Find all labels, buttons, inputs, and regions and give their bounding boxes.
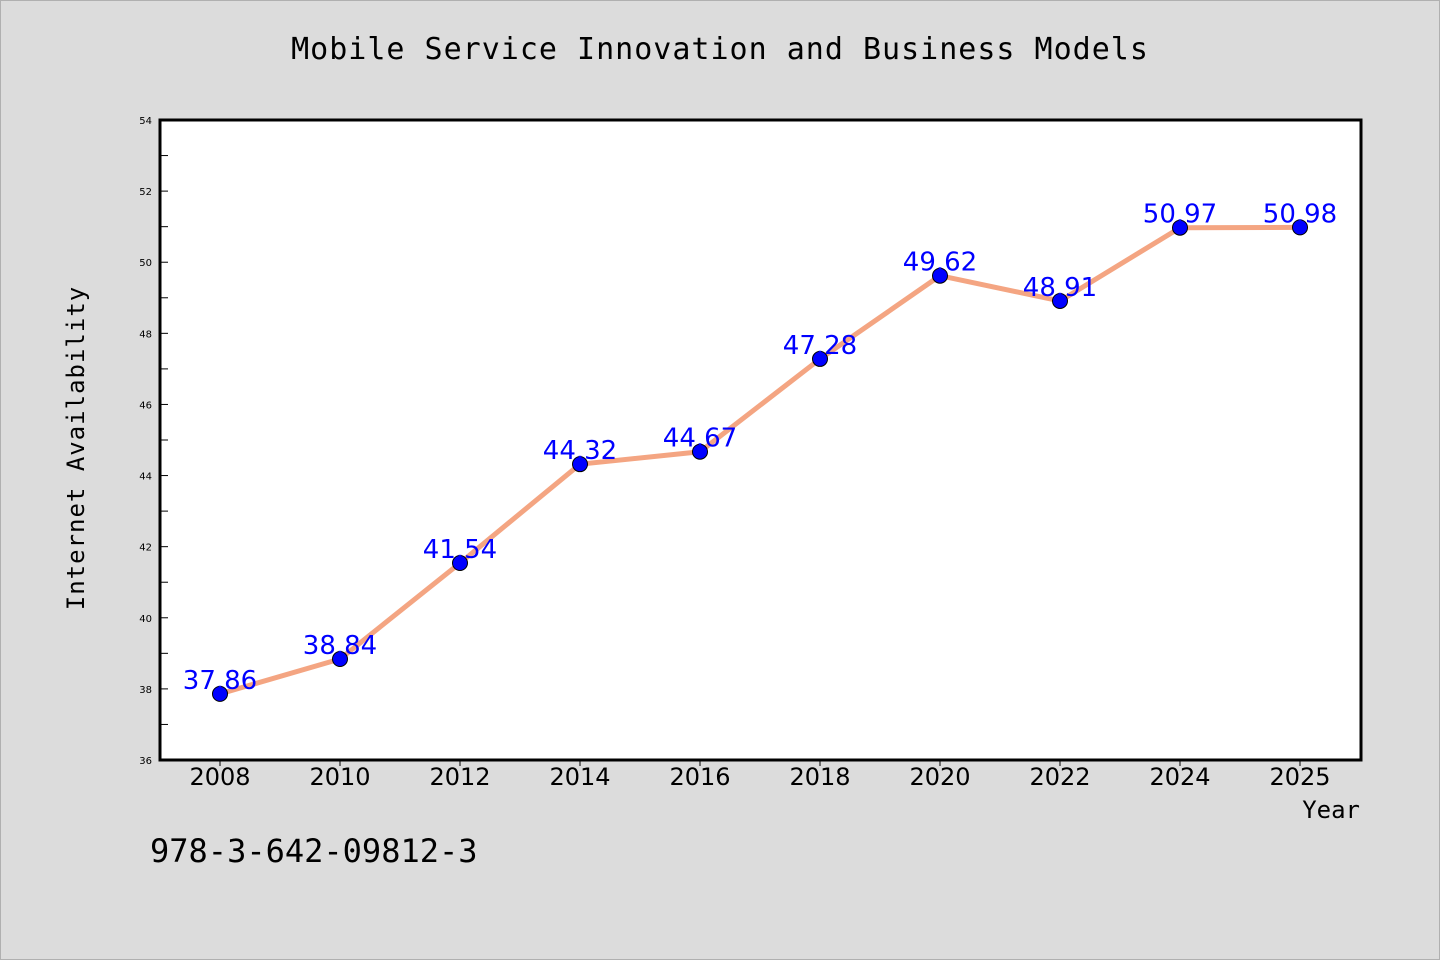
data-point xyxy=(1052,292,1068,309)
y-tick-label: 54 xyxy=(139,116,152,127)
plot-area xyxy=(158,118,1363,762)
isbn-text: 978-3-642-09812-3 xyxy=(150,832,478,870)
y-tick-label: 44 xyxy=(139,472,152,483)
x-axis-label: Year xyxy=(1302,796,1360,824)
x-tick-label: 2016 xyxy=(669,763,730,791)
data-label: 50.97 xyxy=(1143,200,1217,230)
x-tick-label: 2024 xyxy=(1149,763,1210,791)
y-axis-ticks: 36 38 40 42 44 46 48 50 52 54 xyxy=(139,116,168,767)
x-tick-label: 2012 xyxy=(429,763,490,791)
x-tick-label: 2022 xyxy=(1029,763,1090,791)
data-point xyxy=(692,443,708,460)
y-tick-label: 36 xyxy=(139,756,152,767)
y-tick-label: 50 xyxy=(139,258,152,269)
series-line xyxy=(217,224,1303,697)
y-tick-label: 52 xyxy=(139,187,152,198)
data-point xyxy=(1172,219,1188,236)
data-point xyxy=(332,651,348,668)
data-label: 50.98 xyxy=(1263,199,1337,229)
data-point xyxy=(452,555,468,572)
data-label: 49.62 xyxy=(903,248,977,278)
x-tick-label: 2018 xyxy=(789,763,850,791)
data-point xyxy=(812,350,828,367)
y-tick-label: 48 xyxy=(139,329,152,340)
x-tick-label: 2008 xyxy=(189,763,250,791)
y-tick-label: 40 xyxy=(139,614,152,625)
data-label: 38.84 xyxy=(303,631,377,661)
data-label: 41.54 xyxy=(423,535,497,565)
x-tick-label: 2025 xyxy=(1269,763,1330,791)
x-axis-ticks: 2008 2010 2012 2014 2016 2018 2020 2022 2024 2025 xyxy=(189,760,1331,791)
y-tick-label: 46 xyxy=(139,400,152,411)
data-markers xyxy=(212,219,1308,702)
x-tick-label: 2020 xyxy=(909,763,970,791)
y-tick-label: 42 xyxy=(139,543,152,554)
chart-title: Mobile Service Innovation and Business M… xyxy=(291,32,1149,67)
data-label: 47.28 xyxy=(783,331,857,361)
x-tick-label: 2014 xyxy=(549,763,610,791)
y-tick-label: 38 xyxy=(139,685,152,696)
data-label: 48.91 xyxy=(1023,273,1097,303)
data-point xyxy=(932,267,948,284)
data-labels: 37.86 38.84 41.54 44.32 44.67 47.28 49.62 48.91… xyxy=(183,199,1337,695)
data-label: 44.32 xyxy=(543,436,617,466)
data-label: 37.86 xyxy=(183,666,257,696)
data-point xyxy=(572,456,588,473)
data-point xyxy=(212,685,228,702)
data-label: 44.67 xyxy=(663,424,737,454)
x-tick-label: 2010 xyxy=(309,763,370,791)
data-point xyxy=(1292,219,1308,236)
